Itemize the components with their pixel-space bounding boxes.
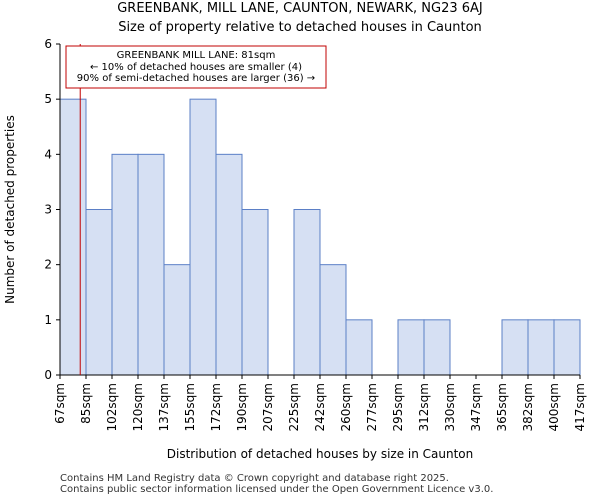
y-tick-label: 6 xyxy=(44,37,52,51)
annotation-text: ← 10% of detached houses are smaller (4) xyxy=(90,62,302,73)
histogram-bar xyxy=(293,209,321,376)
histogram-bar xyxy=(241,209,269,376)
x-tick-label: 225sqm xyxy=(287,383,301,431)
x-tick-label: 190sqm xyxy=(235,383,249,431)
x-tick-label: 155sqm xyxy=(183,383,197,431)
x-tick-label: 417sqm xyxy=(573,383,587,431)
y-tick-label: 0 xyxy=(44,368,52,382)
annotation-text: GREENBANK MILL LANE: 81sqm xyxy=(117,50,276,61)
x-tick-label: 382sqm xyxy=(521,383,535,431)
x-tick-label: 85sqm xyxy=(79,383,93,424)
y-tick-label: 1 xyxy=(44,313,52,327)
x-tick-label: 67sqm xyxy=(53,383,67,424)
x-tick-label: 330sqm xyxy=(443,383,457,431)
x-tick-label: 295sqm xyxy=(391,383,405,431)
x-tick-label: 365sqm xyxy=(495,383,509,431)
histogram-bar xyxy=(553,319,581,376)
footer-line-1: Contains HM Land Registry data © Crown c… xyxy=(60,473,449,484)
annotation-text: 90% of semi-detached houses are larger (… xyxy=(77,73,315,84)
x-tick-label: 400sqm xyxy=(547,383,561,431)
histogram-bar xyxy=(319,264,347,376)
histogram-bar xyxy=(501,319,529,376)
y-axis-label: Number of detached properties xyxy=(3,115,17,304)
x-tick-label: 120sqm xyxy=(131,383,145,431)
x-tick-label: 102sqm xyxy=(105,383,119,431)
x-tick-label: 242sqm xyxy=(313,383,327,431)
y-tick-label: 2 xyxy=(44,258,52,272)
x-tick-label: 260sqm xyxy=(339,383,353,431)
histogram-bar xyxy=(137,153,165,376)
chart-subtitle: Size of property relative to detached ho… xyxy=(118,20,482,35)
x-tick-label: 312sqm xyxy=(417,383,431,431)
x-tick-label: 277sqm xyxy=(365,383,379,431)
histogram-bar xyxy=(85,209,113,376)
histogram-bar xyxy=(527,319,555,376)
x-tick-label: 347sqm xyxy=(469,383,483,431)
histogram-bar xyxy=(163,264,191,376)
histogram-bar xyxy=(345,319,373,376)
y-tick-label: 3 xyxy=(44,203,52,217)
y-tick-label: 5 xyxy=(44,92,52,106)
histogram-bar xyxy=(423,319,451,376)
x-tick-label: 137sqm xyxy=(157,383,171,431)
histogram-bar xyxy=(189,98,217,376)
x-tick-label: 172sqm xyxy=(209,383,223,431)
x-tick-label: 207sqm xyxy=(261,383,275,431)
histogram-bar xyxy=(111,153,139,376)
histogram-bar xyxy=(59,98,87,376)
histogram-bar xyxy=(397,319,425,376)
annotation-box xyxy=(65,45,327,89)
y-tick-label: 4 xyxy=(44,147,52,161)
chart-title: GREENBANK, MILL LANE, CAUNTON, NEWARK, N… xyxy=(117,1,483,16)
x-axis-label: Distribution of detached houses by size … xyxy=(167,447,474,461)
footer-line-2: Contains public sector information licen… xyxy=(60,484,494,495)
histogram-bar xyxy=(215,153,243,376)
